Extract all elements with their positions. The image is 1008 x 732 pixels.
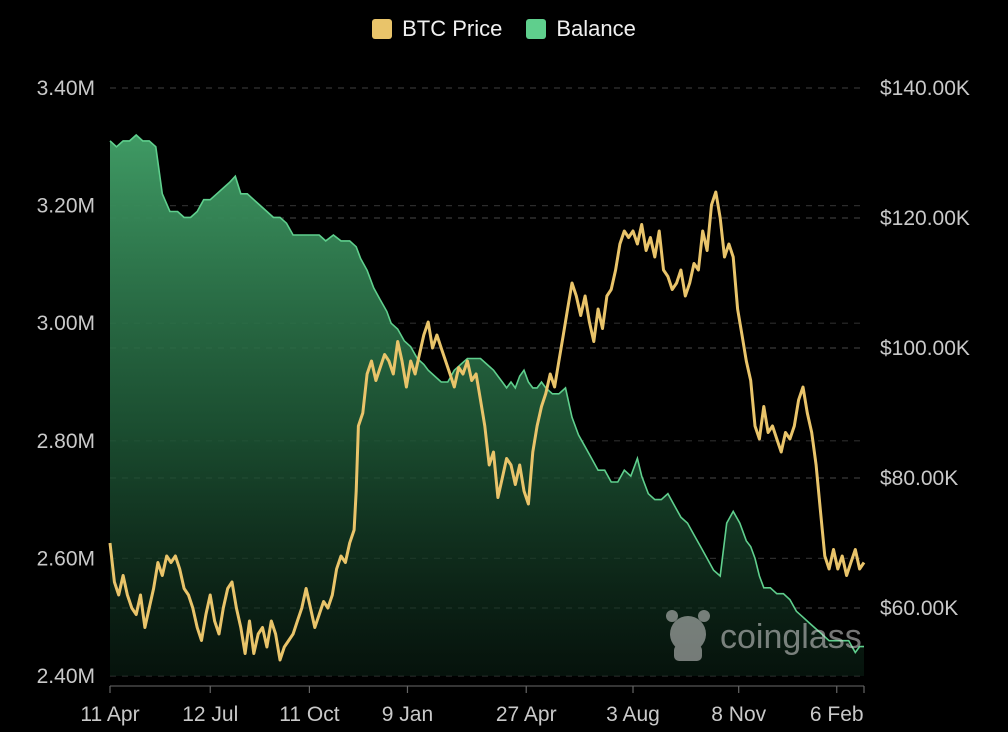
legend-label-btc-price: BTC Price <box>402 16 503 41</box>
legend-item-balance[interactable]: Balance <box>526 16 636 42</box>
x-tick-label: 11 Oct <box>279 703 339 726</box>
right-tick-label: $120.00K <box>880 207 970 230</box>
x-tick-label: 12 Jul <box>182 703 238 726</box>
balance-area-fill <box>110 135 864 676</box>
btc-price-line <box>108 190 866 662</box>
legend-swatch-balance <box>526 19 547 39</box>
legend-swatch-btc-price <box>372 19 393 39</box>
right-tick-label: $100.00K <box>880 337 970 360</box>
x-tick-label: 8 Nov <box>711 703 766 726</box>
legend-item-btc-price[interactable]: BTC Price <box>372 16 502 42</box>
watermark-text: coinglass <box>720 618 862 656</box>
right-axis: $140.00K $120.00K $100.00K $80.00K $60.00K <box>880 77 970 620</box>
left-tick-label: 2.80M <box>37 430 95 453</box>
logo-head <box>670 616 706 652</box>
logo-body <box>674 645 702 661</box>
legend: BTC Price Balance <box>0 16 1008 42</box>
x-tick-label: 9 Jan <box>382 703 433 726</box>
balance-series <box>109 133 864 676</box>
x-tick-label: 27 Apr <box>496 703 557 726</box>
x-tick-label: 3 Aug <box>606 703 660 726</box>
btc-price-series <box>108 190 866 662</box>
right-tick-label: $140.00K <box>880 77 970 100</box>
coinglass-logo-icon <box>666 610 710 661</box>
x-tick-label: 6 Feb <box>810 703 864 726</box>
right-tick-label: $80.00K <box>880 467 958 490</box>
left-tick-label: 3.40M <box>37 77 95 100</box>
right-tick-label: $60.00K <box>880 597 958 620</box>
left-tick-label: 2.40M <box>37 665 95 688</box>
left-tick-label: 3.20M <box>37 195 95 218</box>
logo-ear-left <box>666 610 678 622</box>
left-tick-label: 3.00M <box>37 312 95 335</box>
x-axis: 11 Apr 12 Jul 11 Oct 9 Jan 27 Apr 3 Aug 8 Nov 6… <box>80 685 865 726</box>
balance-line <box>109 133 864 654</box>
x-tick-label: 11 Apr <box>80 703 139 726</box>
logo-ear-right <box>698 610 710 622</box>
left-axis: 3.40M 3.20M 3.00M 2.80M 2.60M 2.40M <box>37 77 95 688</box>
legend-label-balance: Balance <box>556 16 636 41</box>
coinglass-watermark: coinglass <box>666 610 862 661</box>
left-tick-label: 2.60M <box>37 547 95 570</box>
